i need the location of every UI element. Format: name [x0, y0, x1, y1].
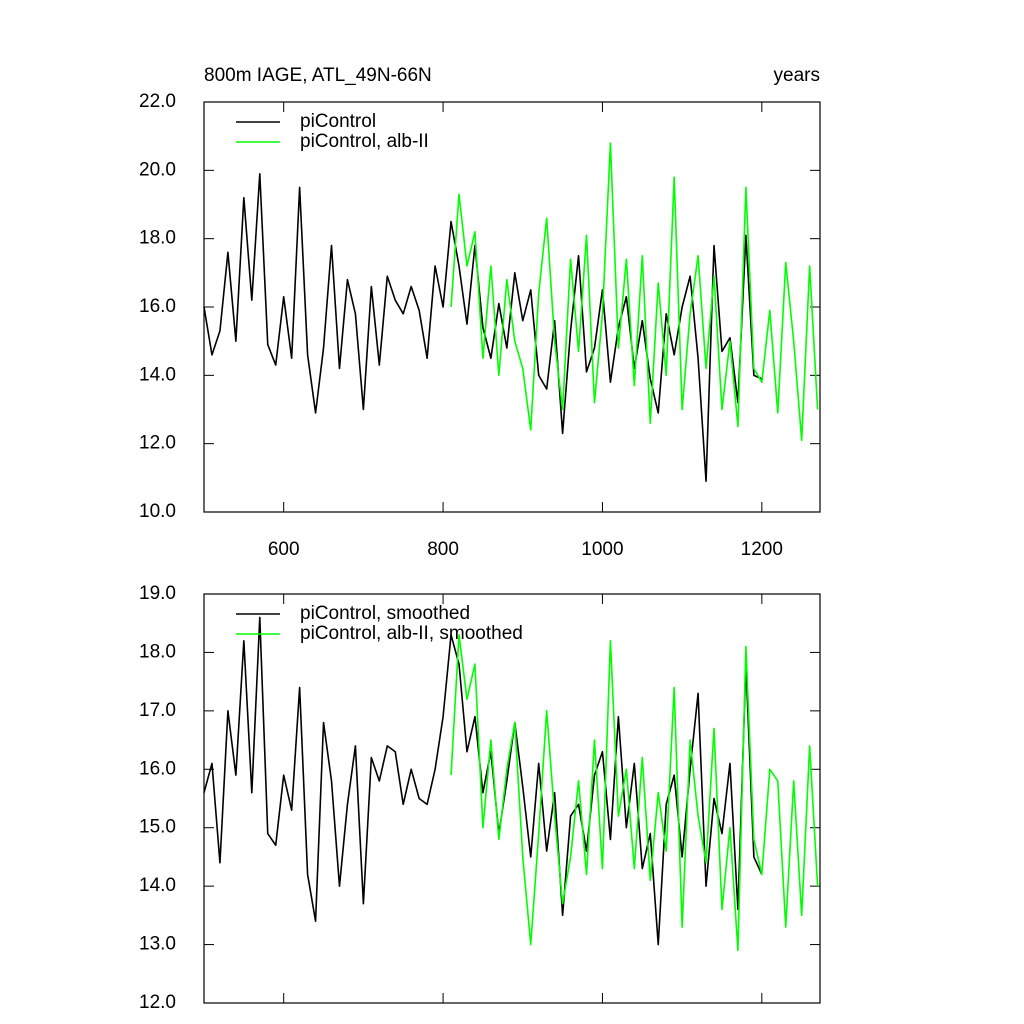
x-tick-label: 600 [268, 539, 300, 560]
y-tick-label: 12.0 [139, 992, 176, 1013]
units-label: years [774, 65, 820, 86]
y-tick-label: 15.0 [139, 817, 176, 838]
y-tick-label: 18.0 [139, 228, 176, 249]
legend-label: piControl, alb-II, smoothed [300, 623, 523, 644]
y-tick-label: 10.0 [139, 501, 176, 522]
y-tick-label: 18.0 [139, 641, 176, 662]
y-tick-label: 17.0 [139, 700, 176, 721]
x-tick-label: 1000 [581, 539, 623, 560]
y-tick-label: 13.0 [139, 934, 176, 955]
y-tick-label: 14.0 [139, 364, 176, 385]
x-tick-label: 800 [427, 539, 459, 560]
y-tick-label: 12.0 [139, 433, 176, 454]
y-tick-label: 20.0 [139, 159, 176, 180]
plot-frame [203, 101, 821, 513]
series-line [203, 172, 763, 483]
plot-frame [203, 593, 821, 1004]
series-line [203, 616, 763, 946]
y-tick-label: 16.0 [139, 296, 176, 317]
legend-label: piControl, smoothed [300, 603, 470, 624]
series-line [450, 634, 819, 952]
y-tick-label: 16.0 [139, 758, 176, 779]
x-tick-label: 1200 [741, 539, 783, 560]
y-tick-label: 14.0 [139, 875, 176, 896]
legend-label: piControl, alb-II [300, 131, 429, 152]
chart-title: 800m IAGE, ATL_49N-66N [204, 65, 432, 86]
legend-label: piControl [300, 111, 376, 132]
y-tick-label: 19.0 [139, 583, 176, 604]
y-tick-label: 22.0 [139, 91, 176, 112]
series-line [450, 142, 819, 442]
